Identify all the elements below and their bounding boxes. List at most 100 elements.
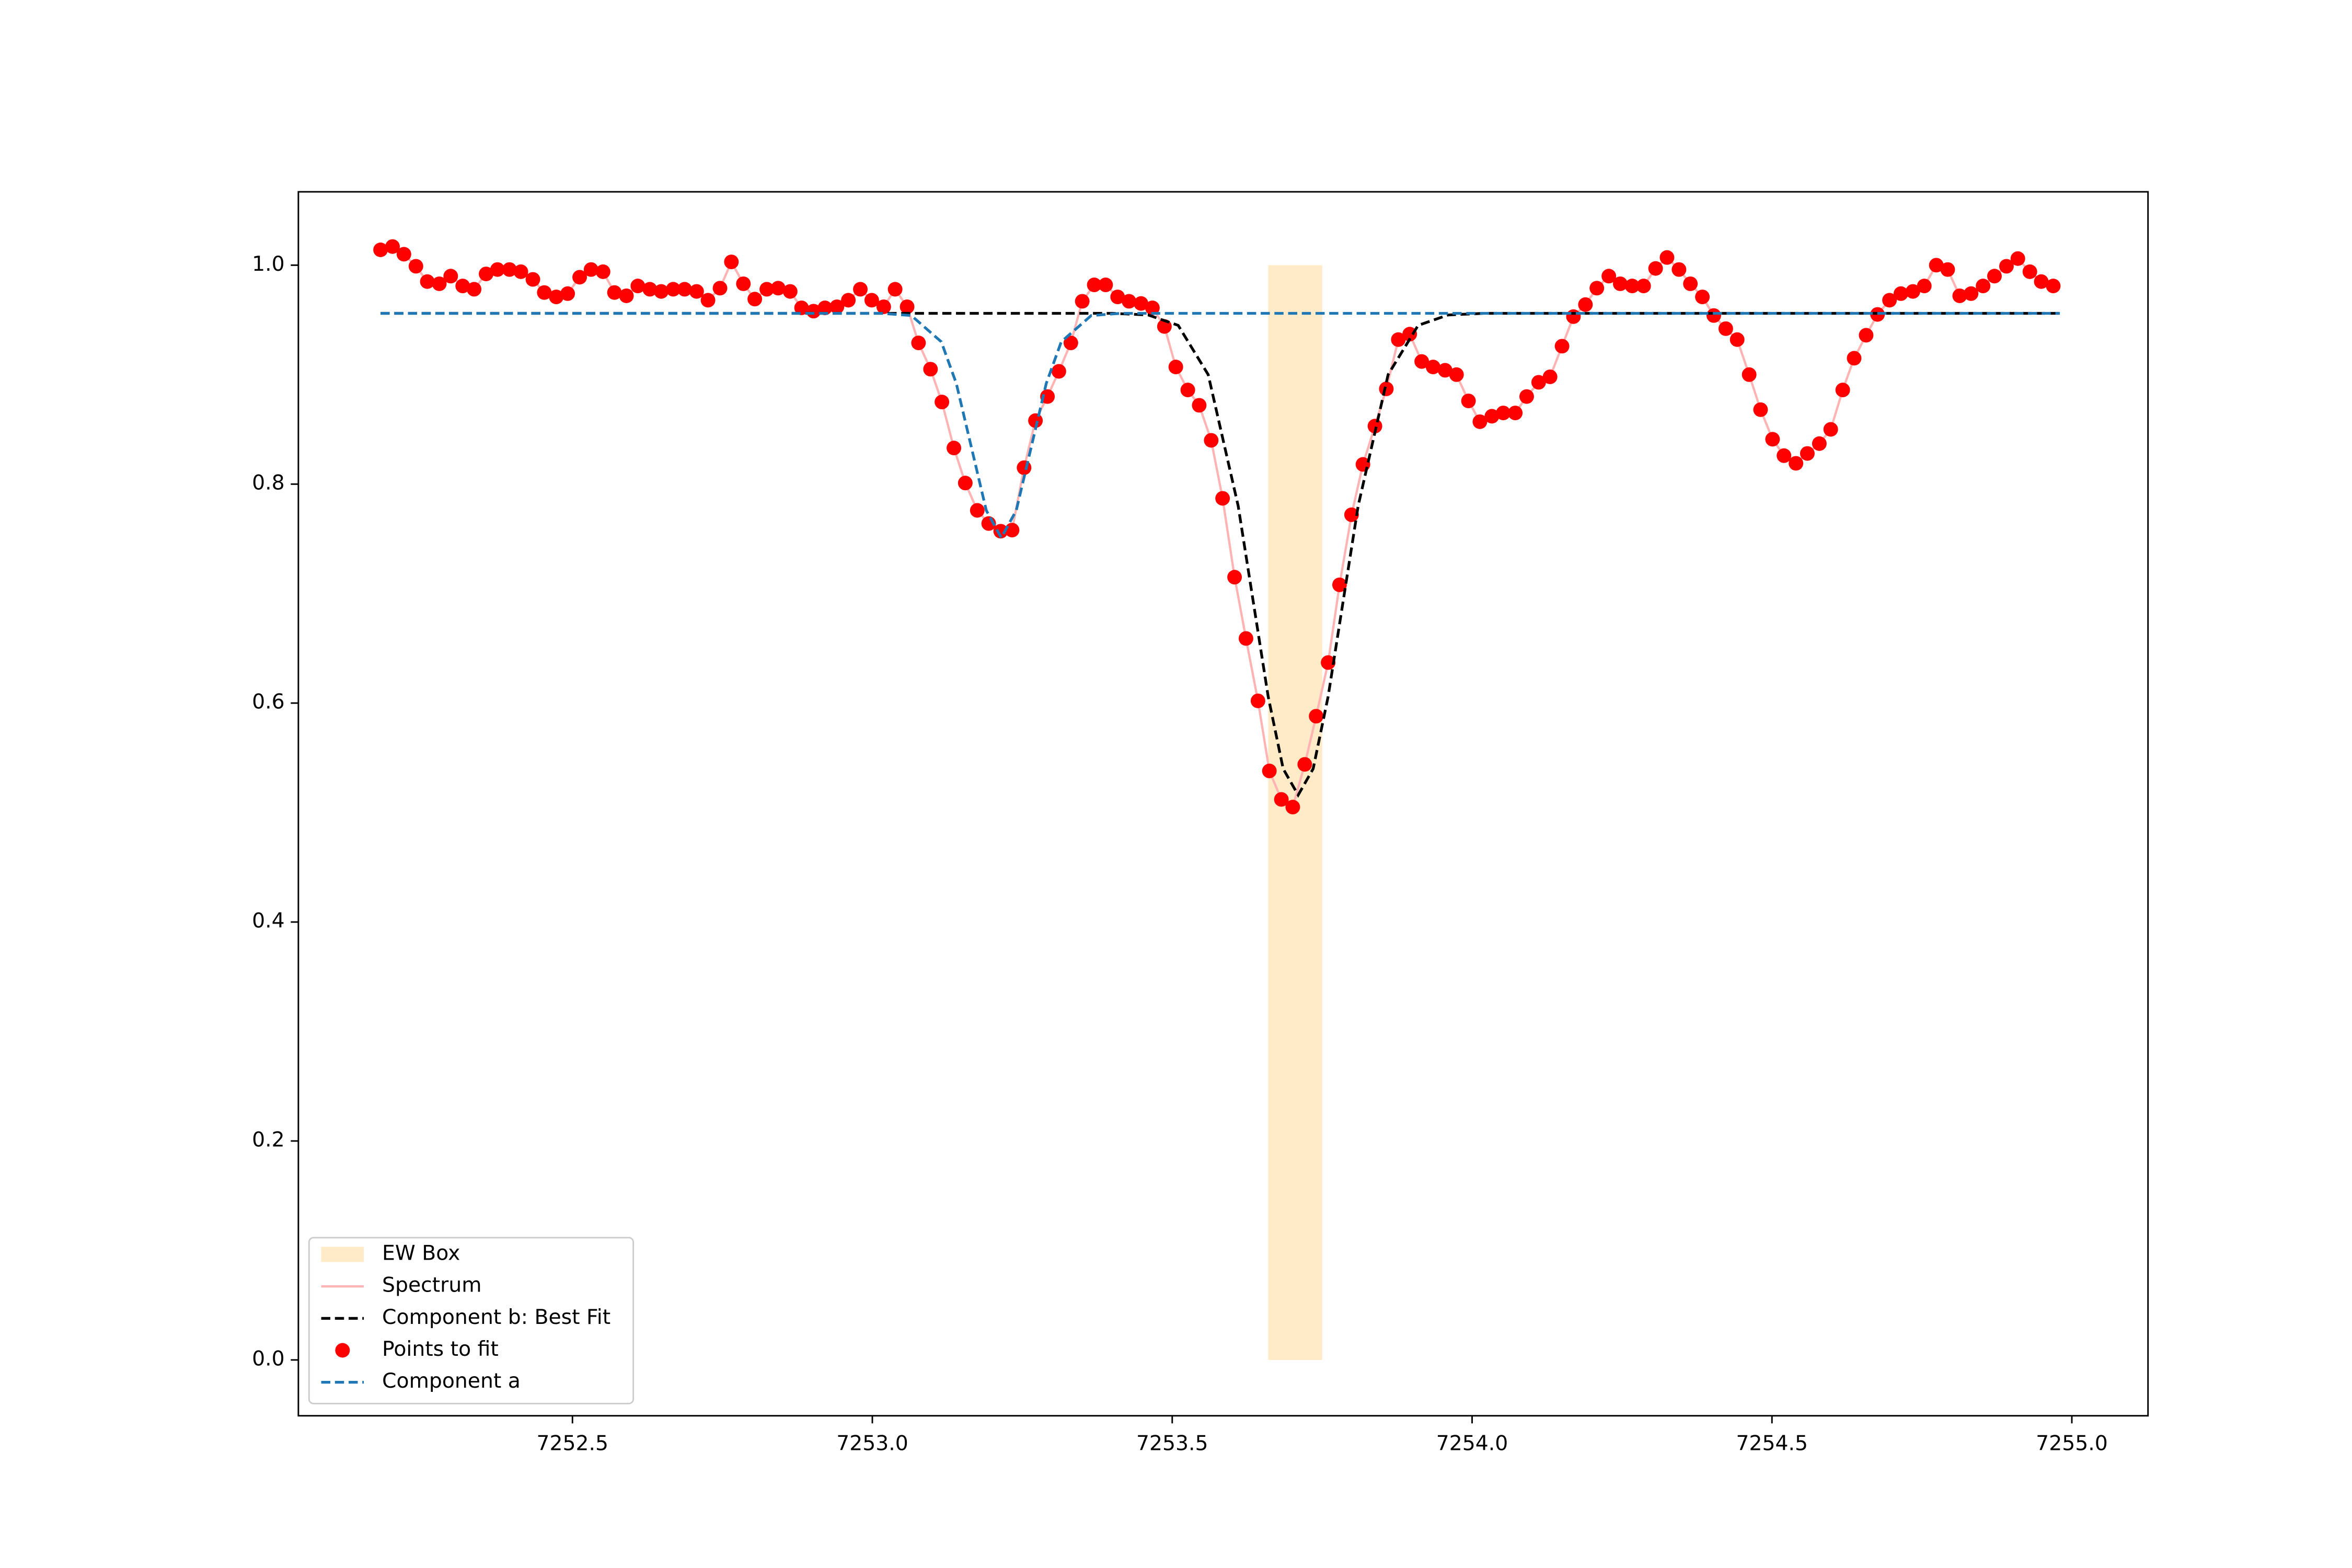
legend-label: EW Box — [382, 1242, 460, 1265]
legend-label: Spectrum — [382, 1274, 481, 1297]
point — [2022, 264, 2037, 279]
point — [970, 503, 985, 518]
point — [1425, 360, 1440, 375]
point — [525, 272, 540, 287]
y-tick-label: 0.8 — [252, 471, 285, 495]
point — [724, 255, 739, 270]
point — [1180, 383, 1195, 398]
point — [1238, 631, 1253, 646]
point — [700, 293, 716, 308]
y-tick-label: 0.6 — [252, 690, 285, 714]
point — [689, 284, 704, 299]
point — [1636, 279, 1651, 294]
point — [1835, 383, 1850, 398]
point — [1063, 336, 1078, 351]
legend-label: Component b: Best Fit — [382, 1306, 610, 1329]
point — [1789, 456, 1804, 471]
legend: EW Box Spectrum Component b: Best Fit Point… — [308, 1237, 635, 1404]
axes-frame — [297, 191, 2149, 1417]
point — [1999, 259, 2014, 274]
point — [1332, 577, 1347, 592]
point — [595, 264, 610, 279]
point — [1730, 332, 1745, 347]
point — [1215, 491, 1230, 506]
point — [1204, 433, 1219, 448]
point — [1461, 394, 1476, 409]
point — [642, 282, 658, 297]
x-tick-label: 7252.5 — [536, 1432, 608, 1456]
point — [1976, 279, 1991, 294]
y-tick-label: 1.0 — [252, 252, 285, 276]
point — [841, 293, 856, 308]
point — [1391, 332, 1406, 347]
x-tick-label: 7254.5 — [1736, 1432, 1808, 1456]
point — [619, 288, 634, 303]
y-tick-label: 0.0 — [252, 1347, 285, 1370]
point — [385, 239, 400, 254]
legend-swatch — [321, 1247, 364, 1262]
point — [1952, 288, 1967, 303]
point — [712, 281, 728, 296]
x-tick-label: 7255.0 — [2036, 1432, 2108, 1456]
point — [1589, 281, 1605, 296]
point — [1800, 446, 1815, 461]
point — [947, 441, 962, 456]
point — [1847, 351, 1862, 366]
point — [1227, 570, 1242, 585]
point — [1905, 284, 1920, 299]
point — [630, 279, 645, 294]
point — [1472, 414, 1488, 429]
point — [1297, 757, 1312, 772]
point — [1940, 262, 1955, 277]
point — [1566, 309, 1581, 324]
legend-box — [308, 1237, 635, 1404]
point — [1648, 261, 1663, 276]
point — [502, 262, 517, 277]
point — [1098, 278, 1113, 293]
point — [607, 285, 622, 300]
point — [1321, 655, 1336, 670]
point — [1110, 290, 1125, 305]
point — [1168, 360, 1183, 375]
point — [770, 281, 786, 296]
point — [935, 395, 950, 410]
point — [1612, 276, 1628, 291]
point — [1695, 290, 1710, 305]
point — [396, 247, 411, 262]
point — [1402, 327, 1417, 342]
point — [1028, 413, 1043, 428]
point — [817, 301, 833, 315]
y-tick-label: 0.4 — [252, 909, 285, 933]
point — [420, 274, 435, 289]
point — [432, 276, 447, 291]
point — [583, 262, 598, 277]
x-tick-label: 7254.0 — [1436, 1432, 1508, 1456]
point — [1519, 389, 1534, 404]
point — [1671, 262, 1687, 277]
point — [1484, 409, 1500, 424]
point — [829, 299, 845, 314]
point — [911, 336, 926, 351]
point — [1508, 406, 1523, 421]
point — [1017, 460, 1032, 475]
point — [736, 276, 751, 291]
point — [1379, 382, 1394, 396]
point — [1554, 339, 1570, 354]
point — [1250, 693, 1265, 708]
point — [560, 286, 575, 301]
point — [572, 270, 587, 285]
point — [1344, 507, 1359, 522]
point — [1262, 764, 1277, 779]
plot-area: 7252.5 7253.0 7253.5 7254.0 7254.5 7255.0 0.0 0… — [252, 191, 2149, 1456]
point — [1859, 328, 1874, 343]
point — [1823, 422, 1838, 437]
point — [1040, 389, 1055, 404]
point — [759, 282, 775, 297]
point — [794, 301, 809, 315]
point — [958, 476, 973, 491]
point — [1706, 308, 1721, 323]
point — [1449, 367, 1464, 382]
point — [373, 243, 388, 257]
point — [887, 282, 903, 297]
